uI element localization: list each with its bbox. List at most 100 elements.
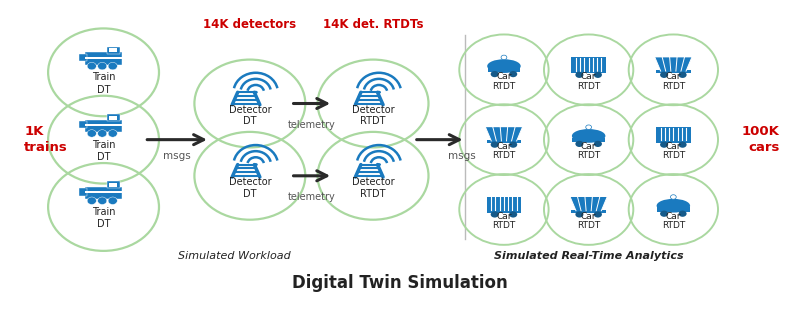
- Bar: [486, 140, 522, 143]
- Text: RTDT: RTDT: [662, 151, 685, 160]
- Ellipse shape: [594, 72, 602, 78]
- Text: RTDT: RTDT: [577, 151, 600, 160]
- Ellipse shape: [509, 142, 518, 148]
- Text: 14K detectors: 14K detectors: [203, 18, 297, 31]
- Ellipse shape: [678, 142, 686, 148]
- Text: msgs: msgs: [163, 151, 191, 161]
- Ellipse shape: [657, 199, 690, 213]
- Bar: [107, 181, 120, 188]
- Bar: [656, 140, 690, 143]
- Ellipse shape: [594, 141, 602, 147]
- Text: RTDT: RTDT: [492, 151, 515, 160]
- Text: Car: Car: [581, 72, 596, 81]
- Text: Train: Train: [92, 72, 115, 82]
- Ellipse shape: [254, 163, 258, 166]
- Bar: [86, 52, 122, 65]
- Bar: [86, 191, 122, 193]
- Bar: [656, 127, 690, 141]
- Ellipse shape: [594, 211, 602, 217]
- Text: RTDT: RTDT: [360, 116, 386, 127]
- Text: RTDT: RTDT: [492, 81, 515, 91]
- Bar: [86, 124, 122, 126]
- Ellipse shape: [87, 62, 96, 70]
- Bar: [109, 48, 118, 52]
- Ellipse shape: [501, 55, 507, 60]
- Text: 1K
trains: 1K trains: [24, 125, 68, 154]
- Text: telemetry: telemetry: [288, 192, 336, 202]
- Text: Simulated Workload: Simulated Workload: [178, 250, 291, 261]
- Ellipse shape: [108, 62, 118, 70]
- Bar: [573, 138, 605, 142]
- Ellipse shape: [509, 211, 518, 217]
- Ellipse shape: [377, 91, 381, 94]
- Bar: [86, 187, 122, 199]
- Ellipse shape: [490, 71, 498, 77]
- Ellipse shape: [487, 59, 521, 73]
- Ellipse shape: [660, 142, 668, 148]
- Bar: [78, 121, 86, 129]
- Bar: [488, 68, 520, 72]
- Text: RTDT: RTDT: [662, 221, 685, 230]
- Ellipse shape: [660, 211, 668, 217]
- Text: Train: Train: [92, 207, 115, 217]
- Text: Simulated Real-Time Analytics: Simulated Real-Time Analytics: [494, 250, 683, 261]
- Bar: [656, 70, 690, 73]
- Bar: [86, 120, 122, 132]
- Ellipse shape: [377, 163, 381, 166]
- Text: DT: DT: [243, 189, 257, 199]
- Ellipse shape: [490, 142, 498, 148]
- Ellipse shape: [670, 195, 676, 199]
- Ellipse shape: [575, 211, 583, 217]
- Text: telemetry: telemetry: [288, 120, 336, 130]
- Text: Car: Car: [496, 72, 512, 81]
- Polygon shape: [486, 127, 522, 141]
- Ellipse shape: [108, 197, 118, 204]
- Bar: [86, 57, 122, 59]
- Ellipse shape: [490, 211, 498, 217]
- Ellipse shape: [678, 72, 686, 78]
- Bar: [78, 188, 86, 196]
- Ellipse shape: [254, 91, 258, 94]
- Text: Detector: Detector: [229, 177, 271, 187]
- Text: RTDT: RTDT: [577, 81, 600, 91]
- Ellipse shape: [87, 197, 96, 204]
- Ellipse shape: [108, 130, 118, 137]
- Ellipse shape: [509, 71, 518, 77]
- Bar: [657, 207, 690, 212]
- Text: RTDT: RTDT: [360, 189, 386, 199]
- Ellipse shape: [98, 62, 107, 70]
- Bar: [486, 210, 522, 213]
- Ellipse shape: [678, 211, 686, 217]
- Text: Detector: Detector: [352, 177, 394, 187]
- Text: msgs: msgs: [448, 151, 475, 161]
- Ellipse shape: [575, 72, 583, 78]
- Text: Car: Car: [581, 142, 596, 151]
- Ellipse shape: [575, 141, 583, 147]
- Bar: [107, 114, 120, 121]
- Text: Car: Car: [666, 72, 681, 81]
- Polygon shape: [655, 57, 692, 71]
- Text: RTDT: RTDT: [662, 81, 685, 91]
- Ellipse shape: [98, 197, 107, 204]
- Text: DT: DT: [243, 116, 257, 127]
- Bar: [571, 210, 606, 213]
- Bar: [109, 183, 118, 187]
- Text: Car: Car: [666, 212, 681, 221]
- Ellipse shape: [87, 130, 96, 137]
- Ellipse shape: [98, 130, 107, 137]
- Text: Detector: Detector: [229, 105, 271, 115]
- Text: Digital Twin Simulation: Digital Twin Simulation: [292, 274, 508, 292]
- Text: DT: DT: [97, 219, 110, 230]
- Ellipse shape: [586, 125, 591, 129]
- Ellipse shape: [660, 72, 668, 78]
- Text: RTDT: RTDT: [492, 221, 515, 230]
- Text: Car: Car: [496, 142, 512, 151]
- Text: Car: Car: [496, 212, 512, 221]
- Polygon shape: [570, 197, 607, 211]
- Bar: [78, 54, 86, 61]
- Bar: [109, 116, 118, 120]
- Bar: [107, 47, 120, 54]
- Text: DT: DT: [97, 85, 110, 95]
- Text: Detector: Detector: [352, 105, 394, 115]
- Text: Car: Car: [581, 212, 596, 221]
